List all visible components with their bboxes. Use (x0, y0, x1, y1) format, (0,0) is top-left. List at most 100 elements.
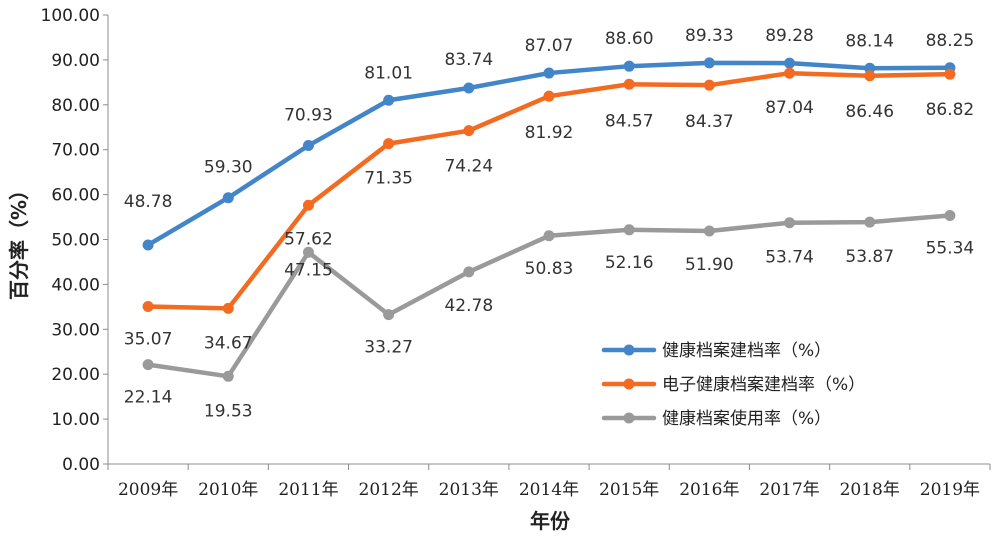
data-point (703, 79, 715, 91)
data-label: 53.87 (845, 247, 894, 267)
data-point (944, 68, 956, 80)
legend-marker (623, 412, 635, 424)
data-label: 35.07 (124, 330, 173, 350)
x-tick-label: 2014年 (519, 480, 579, 500)
y-tick-label: 10.00 (51, 410, 100, 430)
data-point (383, 309, 395, 321)
data-point (302, 140, 314, 152)
data-label: 48.78 (124, 192, 173, 212)
data-label: 33.27 (364, 338, 413, 358)
y-tick-label: 90.00 (51, 51, 100, 71)
data-label: 88.25 (926, 31, 975, 51)
x-tick-label: 2010年 (198, 480, 258, 500)
y-tick-label: 0.00 (62, 455, 100, 475)
data-point (864, 62, 876, 74)
data-point (944, 210, 956, 222)
data-point (623, 78, 635, 90)
data-label: 87.04 (765, 98, 814, 118)
y-tick-label: 60.00 (51, 186, 100, 206)
data-label: 59.30 (204, 158, 253, 178)
data-label: 34.67 (204, 333, 253, 353)
data-point (222, 192, 234, 204)
data-label: 86.46 (845, 102, 894, 122)
x-tick-label: 2018年 (840, 480, 900, 500)
x-tick-label: 2013年 (439, 480, 499, 500)
y-tick-label: 70.00 (51, 141, 100, 161)
data-label: 19.53 (204, 401, 253, 421)
data-point (463, 125, 475, 137)
data-point (142, 359, 154, 371)
data-label: 89.28 (765, 26, 814, 46)
data-point (142, 239, 154, 251)
data-point (543, 67, 555, 79)
y-tick-label: 100.00 (41, 6, 100, 26)
data-label: 86.82 (926, 100, 975, 120)
x-tick-label: 2019年 (920, 480, 980, 500)
data-point (623, 60, 635, 72)
data-point (222, 370, 234, 382)
legend-label: 电子健康档案建档率（%） (662, 375, 865, 395)
legend-label: 健康档案使用率（%） (662, 408, 831, 429)
data-point (543, 230, 555, 242)
data-label: 52.16 (605, 253, 654, 273)
x-tick-label: 2009年 (118, 480, 178, 500)
data-label: 55.34 (926, 239, 975, 259)
series-line-1 (145, 60, 953, 248)
x-tick-label: 2016年 (679, 480, 739, 500)
series-group (142, 57, 956, 382)
data-point (302, 199, 314, 211)
data-point (463, 266, 475, 278)
data-label: 50.83 (525, 259, 574, 279)
data-point (142, 301, 154, 313)
data-point (543, 90, 555, 102)
y-tick-label: 80.00 (51, 96, 100, 116)
y-tick-label: 30.00 (51, 320, 100, 340)
data-label: 47.15 (284, 260, 333, 280)
data-point (864, 70, 876, 82)
data-label: 51.90 (685, 255, 734, 275)
legend: 健康档案建档率（%） 电子健康档案建档率（%） 健康档案使用率（%） (601, 341, 865, 429)
data-labels: 48.78 59.30 70.93 81.01 83.74 87.07 88.60 89.33… (124, 26, 974, 421)
legend-label: 健康档案建档率（%） (662, 341, 831, 361)
data-label: 89.33 (685, 26, 734, 46)
data-point (302, 246, 314, 258)
y-tick-label: 40.00 (51, 275, 100, 295)
data-point (383, 94, 395, 106)
data-point (784, 67, 796, 79)
data-label: 42.78 (444, 296, 493, 316)
data-point (703, 57, 715, 69)
data-point (623, 224, 635, 236)
data-label: 83.74 (444, 50, 493, 70)
x-tick-label: 2011年 (278, 480, 338, 500)
x-tick-label: 2017年 (759, 480, 819, 500)
data-point (222, 302, 234, 314)
y-tick-label: 50.00 (51, 231, 100, 251)
legend-marker (623, 378, 635, 390)
y-axis-title: 百分率（%） (7, 180, 31, 300)
data-point (784, 217, 796, 229)
data-point (703, 225, 715, 237)
data-label: 84.57 (605, 111, 654, 131)
data-label: 81.92 (525, 123, 574, 143)
data-label: 53.74 (765, 248, 814, 268)
data-label: 81.01 (364, 63, 413, 83)
x-tick-label: 2012年 (359, 480, 419, 500)
data-point (864, 216, 876, 228)
data-point (784, 57, 796, 69)
data-point (463, 82, 475, 94)
axes: 0.00 10.00 20.00 30.00 40.00 50.00 60.00 70.00 8… (41, 6, 991, 500)
y-tick-label: 20.00 (51, 365, 100, 385)
data-label: 22.14 (124, 388, 173, 408)
data-label: 71.35 (364, 169, 413, 189)
data-label: 88.14 (845, 31, 894, 51)
x-axis-title: 年份 (530, 509, 571, 533)
data-label: 70.93 (284, 106, 333, 126)
data-label: 74.24 (444, 157, 493, 177)
x-tick-label: 2015年 (599, 480, 659, 500)
data-label: 87.07 (525, 36, 574, 56)
data-point (383, 138, 395, 150)
data-label: 84.37 (685, 112, 734, 132)
data-label: 88.60 (605, 29, 654, 49)
legend-marker (623, 344, 635, 356)
